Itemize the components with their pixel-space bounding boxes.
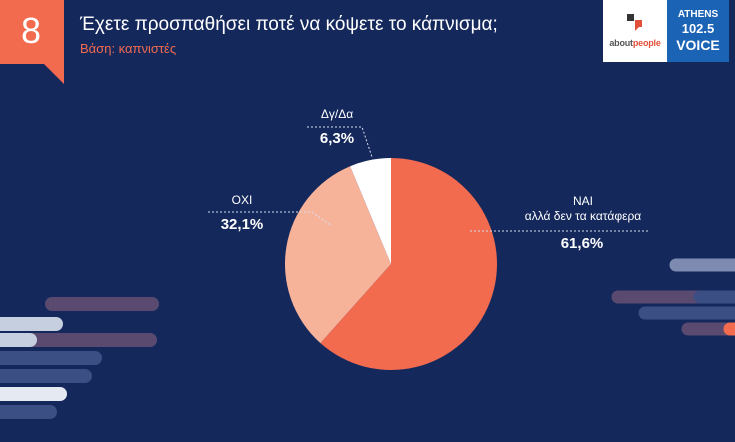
slice-value-dk: 6,3% — [319, 130, 355, 147]
pie-slice-dk — [350, 158, 391, 264]
question-number: 8 — [20, 10, 42, 51]
page-title: Έχετε προσπαθήσει ποτέ να κόψετε το κάπν… — [80, 14, 498, 35]
slice-label-no: ΟΧΙ — [231, 193, 253, 207]
pie-slice-yes — [320, 158, 497, 370]
aboutpeople-prefix: about — [609, 38, 633, 48]
leader-line-dk — [307, 126, 373, 158]
page-subtitle: Βάση: καπνιστές — [80, 41, 177, 56]
slice-label-yes-line2: αλλά δεν τα κατάφερα — [524, 209, 642, 223]
aboutpeople-logo: aboutpeople — [603, 0, 667, 62]
aboutpeople-mark-icon — [627, 14, 642, 31]
leader-line-no — [208, 211, 333, 227]
slice-value-no: 32,1% — [220, 216, 264, 233]
badge-shape — [0, 0, 64, 84]
slice-label-yes-line1: ΝΑΙ — [572, 194, 593, 208]
athens-logo-line3: VOICE — [676, 37, 720, 53]
aboutpeople-suffix: people — [632, 38, 661, 48]
slice-label-dk: Δγ/Δα — [320, 107, 354, 121]
athens-logo-line1: ATHENS — [677, 9, 719, 20]
pie-slice-no — [285, 166, 391, 344]
question-number-badge: 8 — [0, 0, 64, 84]
athens-logo-line2: 102.5 — [681, 21, 715, 36]
slice-value-yes: 61,6% — [560, 235, 604, 252]
athens-voice-logo: ATHENS 102.5 VOICE — [667, 0, 729, 62]
